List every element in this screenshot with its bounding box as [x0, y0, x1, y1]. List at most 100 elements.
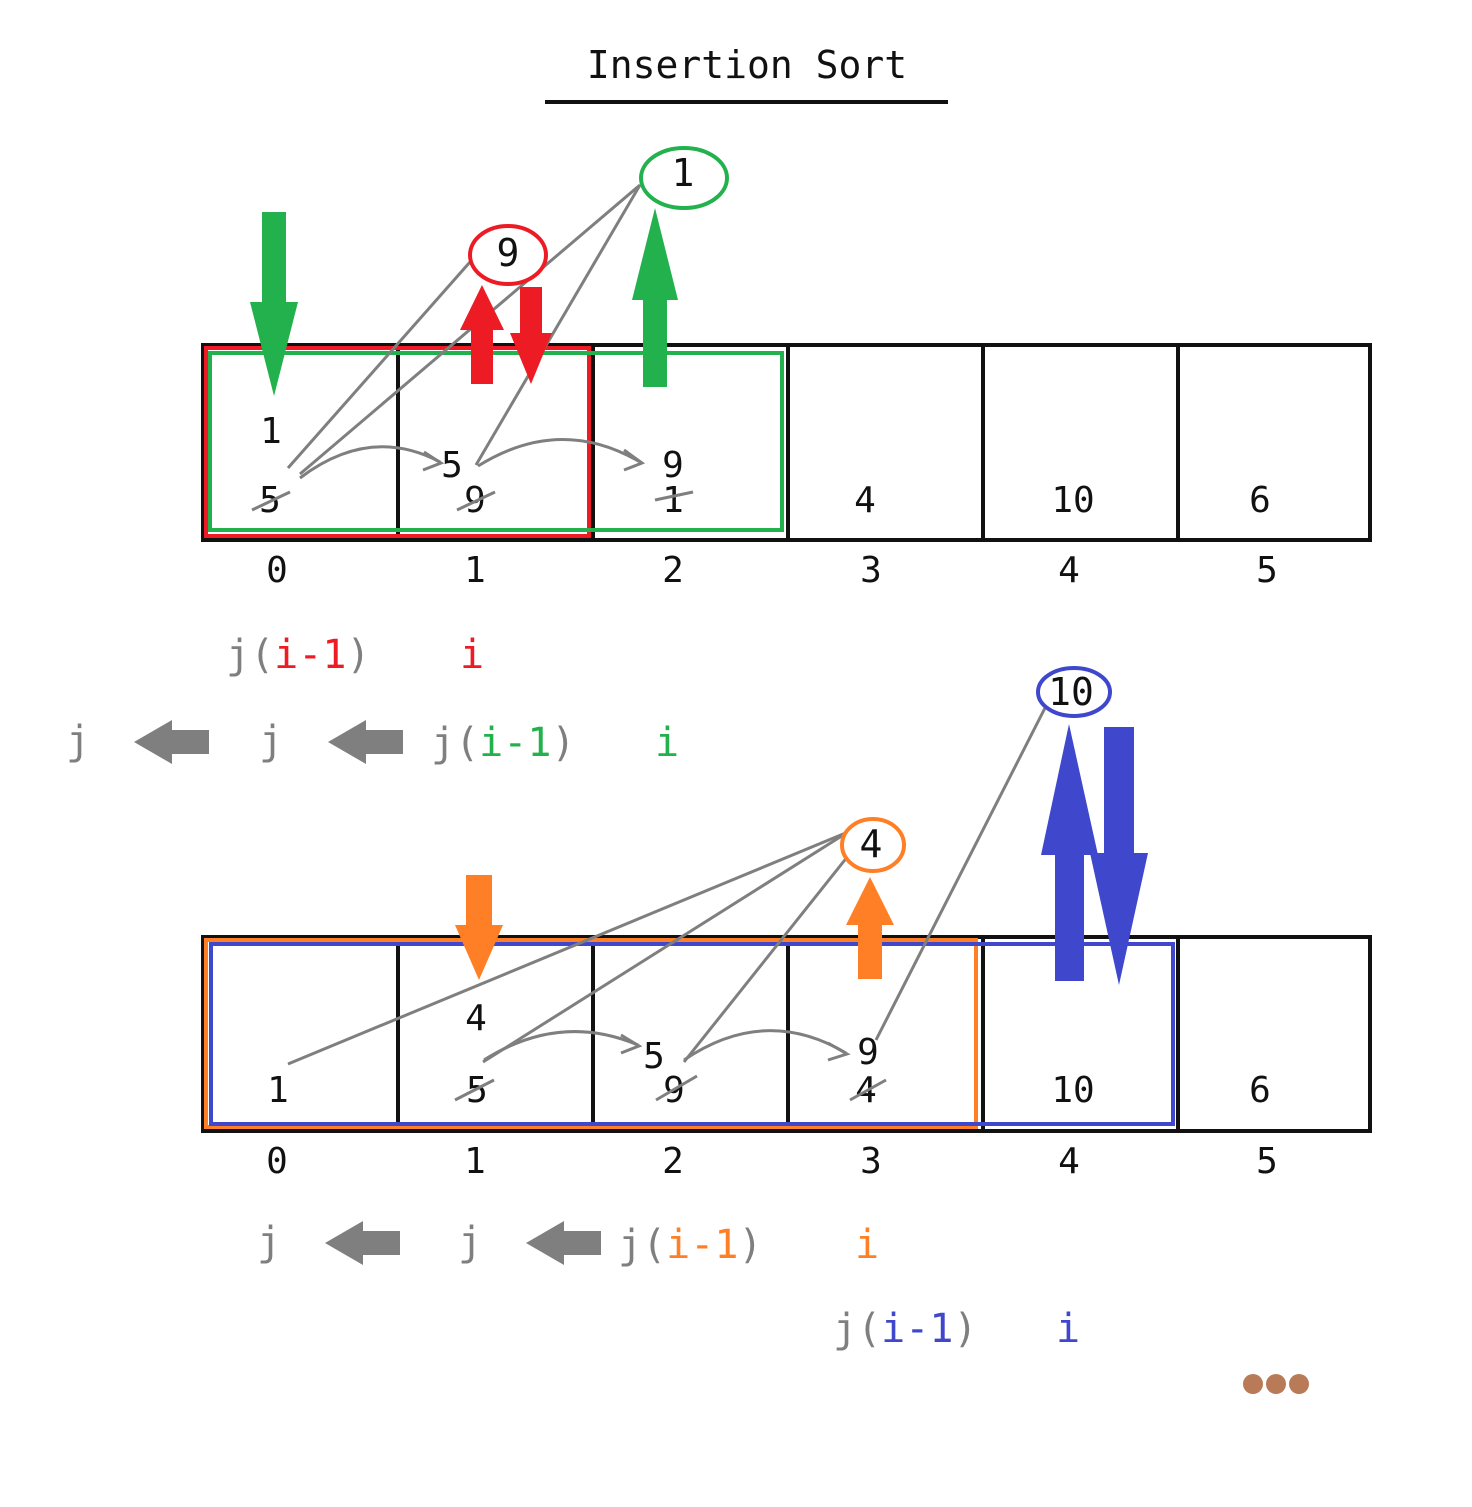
- array-2-value-1: 5: [466, 1070, 488, 1111]
- array-2-value-5: 6: [1249, 1070, 1271, 1111]
- i-pointer-label: i: [460, 632, 484, 678]
- green-up-arrow-icon: [632, 208, 678, 387]
- j-open: j(: [618, 1222, 666, 1268]
- array-1-green-range: [208, 351, 784, 532]
- bubble-orange-value: 4: [860, 822, 883, 866]
- gray-left-arrow-icon: [325, 1221, 400, 1265]
- array-1-new-value-0: 1: [260, 411, 282, 452]
- array-2-value-0: 1: [267, 1070, 289, 1111]
- gray-left-arrow-icon: [526, 1221, 601, 1265]
- index-label: 3: [860, 550, 882, 591]
- i-minus-1: i-1: [881, 1306, 953, 1352]
- array-1-cell-2: [591, 343, 790, 542]
- array-2-cell-5: [1176, 935, 1372, 1133]
- index-label: 5: [1256, 1141, 1278, 1182]
- diagram-title: Insertion Sort: [587, 43, 907, 87]
- pointer-row-green: j j j(i-1) i: [66, 718, 679, 766]
- j-pointer-label: j: [66, 718, 90, 764]
- strike-mark: [251, 490, 291, 512]
- orange-up-arrow-icon: [846, 877, 894, 979]
- index-label: 4: [1058, 550, 1080, 591]
- index-label: 3: [860, 1141, 882, 1182]
- i-minus-1: i-1: [666, 1222, 738, 1268]
- paren-close: ): [551, 720, 575, 766]
- i-minus-1: i-1: [274, 632, 346, 678]
- ellipsis-dots-icon: [1243, 1374, 1309, 1394]
- index-label: 2: [662, 1141, 684, 1182]
- j-pointer-label: j: [458, 1219, 482, 1265]
- strike-mark: [456, 490, 496, 512]
- connector-line: [682, 855, 850, 1063]
- array-1-cell-0: [201, 343, 400, 542]
- shift-arrow-head: [623, 448, 646, 472]
- blue-down-arrow-icon: [1090, 727, 1148, 985]
- index-label: 4: [1058, 1141, 1080, 1182]
- connector-line: [287, 830, 849, 1066]
- connector-line: [474, 184, 642, 466]
- array-2-new-value-2: 5: [643, 1036, 665, 1077]
- strike-mark: [654, 490, 694, 502]
- connector-line: [286, 261, 472, 469]
- array-1-value-4: 10: [1051, 480, 1094, 521]
- shift-arrow-head: [620, 1033, 643, 1055]
- orange-down-arrow-icon: [455, 875, 503, 980]
- j-pointer-label: j: [257, 1219, 281, 1265]
- j-pointer-label: j(i-1): [833, 1306, 978, 1352]
- red-up-arrow-icon: [460, 285, 504, 384]
- paren-close: ): [346, 632, 370, 678]
- array-2-value-4: 10: [1051, 1070, 1094, 1111]
- array-2-new-value-3: 9: [857, 1032, 879, 1073]
- green-down-arrow-icon: [250, 212, 298, 396]
- array-2-indices: 0 1 2 3 4 5: [266, 1141, 1278, 1182]
- strike-mark: [655, 1074, 698, 1102]
- bubble-blue: [1036, 666, 1112, 718]
- i-pointer-label: i: [855, 1222, 879, 1268]
- strike-mark: [849, 1078, 887, 1102]
- index-label: 0: [266, 550, 288, 591]
- shift-arrow: [299, 445, 441, 480]
- i-pointer-label: i: [1056, 1306, 1080, 1352]
- j-pointer-label: j(i-1): [618, 1222, 763, 1268]
- shift-arrow: [683, 1029, 847, 1062]
- i-pointer-label: i: [655, 720, 679, 766]
- dot: [1289, 1374, 1309, 1394]
- blue-up-arrow-icon: [1041, 724, 1098, 981]
- j-open: j(: [226, 632, 274, 678]
- array-2-cell-3: [786, 935, 985, 1133]
- connector-line: [482, 830, 849, 1064]
- bubble-green-value: 1: [672, 151, 695, 195]
- array-1-new-value-1: 5: [441, 445, 463, 486]
- index-label: 1: [464, 1141, 486, 1182]
- array-1-value-2: 1: [662, 480, 684, 521]
- array-1-indices: 0 1 2 3 4 5: [266, 550, 1278, 591]
- array-1-cell-5: [1176, 343, 1372, 542]
- pointer-row-blue: j(i-1) i: [833, 1306, 1080, 1352]
- j-pointer-label: j(i-1): [431, 720, 576, 766]
- red-down-arrow-icon: [510, 287, 552, 384]
- array-2-cell-1: [396, 935, 595, 1133]
- i-minus-1: i-1: [479, 720, 551, 766]
- pointer-row-red: j(i-1) i: [226, 632, 484, 678]
- index-label: 0: [266, 1141, 288, 1182]
- dot: [1266, 1374, 1286, 1394]
- j-open: j(: [431, 720, 479, 766]
- bubble-red-value: 9: [497, 231, 520, 275]
- shift-arrow: [477, 438, 641, 468]
- array-1-value-3: 4: [854, 480, 876, 521]
- array-2-cell-0: [201, 935, 400, 1133]
- index-label: 5: [1256, 550, 1278, 591]
- paren-close: ): [953, 1306, 977, 1352]
- array-1-new-value-2: 9: [662, 445, 684, 486]
- bubble-green: [639, 146, 729, 210]
- array-1-cell-3: [786, 343, 985, 542]
- shift-arrow-head: [827, 1041, 851, 1062]
- array-1: 5 9 1 4 10 6 1 5 9 9 1: [201, 146, 1372, 542]
- shift-arrow-head: [422, 450, 445, 472]
- bubble-blue-value: 10: [1048, 670, 1094, 714]
- bubble-orange: [840, 817, 906, 873]
- array-2-blue-range: [209, 942, 1175, 1126]
- index-label: 1: [464, 550, 486, 591]
- j-pointer-label: j: [259, 718, 283, 764]
